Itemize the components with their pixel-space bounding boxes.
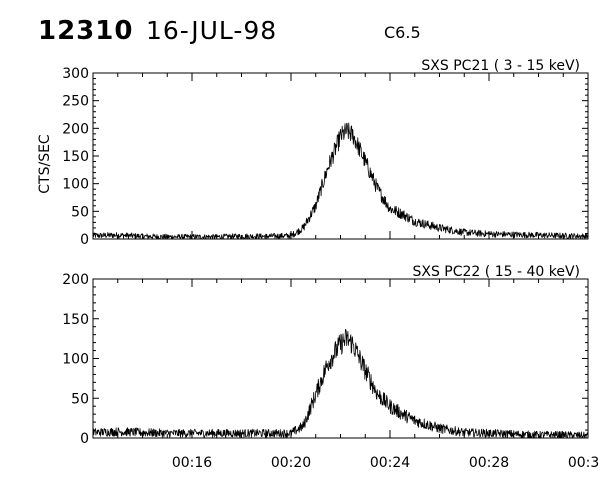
y-axis-label: CTS/SEC [37, 134, 53, 194]
y-tick-label: 0 [80, 431, 89, 447]
plot-frame-1 [92, 72, 589, 240]
panel-title-1: SXS PC21 ( 3 - 15 keV) [421, 58, 580, 74]
x-tick-label: 00:16 [172, 455, 212, 471]
flare-class: C6.5 [384, 23, 421, 42]
series-line-2-1 [92, 329, 589, 439]
series-line-1-1 [92, 122, 589, 240]
x-tick-label: 00:32 [568, 455, 600, 471]
y-tick-label: 150 [62, 149, 89, 165]
panel-title-2: SXS PC22 ( 15 - 40 keV) [412, 264, 580, 280]
x-tick-label: 00:24 [370, 455, 410, 471]
y-tick-label: 50 [71, 204, 89, 220]
x-tick-label: 00:20 [271, 455, 311, 471]
plot-frame-2 [92, 278, 589, 439]
y-tick-label: 300 [62, 66, 89, 82]
y-tick-label: 100 [62, 177, 89, 193]
y-tick-label: 200 [62, 121, 89, 137]
y-tick-label: 200 [62, 272, 89, 288]
x-tick-label: 00:28 [469, 455, 509, 471]
y-tick-label: 0 [80, 232, 89, 248]
y-tick-label: 50 [71, 391, 89, 407]
event-date: 16-JUL-98 [146, 16, 278, 45]
y-tick-label: 150 [62, 312, 89, 328]
y-tick-label: 250 [62, 94, 89, 110]
event-id: 12310 [38, 16, 134, 46]
y-tick-label: 100 [62, 352, 89, 368]
